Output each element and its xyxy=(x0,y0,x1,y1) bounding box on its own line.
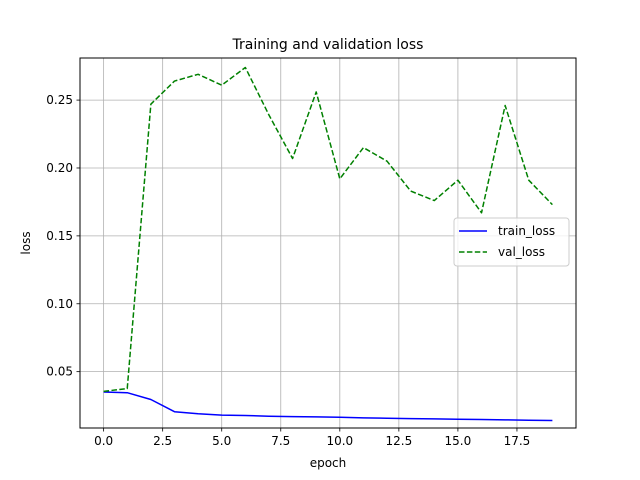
y-tick-label: 0.20 xyxy=(46,161,73,175)
plot-frame xyxy=(79,57,577,429)
y-tick-label: 0.05 xyxy=(46,365,73,379)
legend: train_loss val_loss xyxy=(453,217,570,267)
x-axis-label: epoch xyxy=(310,456,347,470)
x-tick-label: 0.0 xyxy=(94,434,113,448)
x-tick-label: 5.0 xyxy=(212,434,231,448)
series-line-val_loss xyxy=(103,66,553,393)
x-tick-label: 17.5 xyxy=(504,434,531,448)
axis-ticks: 0.0 2.5 5.0 7.5 10.0 12.5 15.0 17.5 0.05 0.10 0.15… xyxy=(46,93,530,448)
x-tick-label: 10.0 xyxy=(326,434,353,448)
series-line-train_loss xyxy=(103,391,553,422)
x-tick-label: 15.0 xyxy=(445,434,472,448)
legend-label-val_loss: val_loss xyxy=(498,245,545,259)
y-axis-label: loss xyxy=(19,231,33,254)
x-tick-label: 12.5 xyxy=(385,434,412,448)
legend-box xyxy=(453,217,570,267)
x-tick-label: 7.5 xyxy=(271,434,290,448)
series-lines xyxy=(103,66,553,422)
chart-title: Training and validation loss xyxy=(232,37,424,53)
x-tick-label: 2.5 xyxy=(153,434,172,448)
legend-label-train_loss: train_loss xyxy=(498,224,555,238)
y-tick-label: 0.10 xyxy=(46,297,73,311)
y-tick-label: 0.25 xyxy=(46,93,73,107)
y-tick-label: 0.15 xyxy=(46,229,73,243)
